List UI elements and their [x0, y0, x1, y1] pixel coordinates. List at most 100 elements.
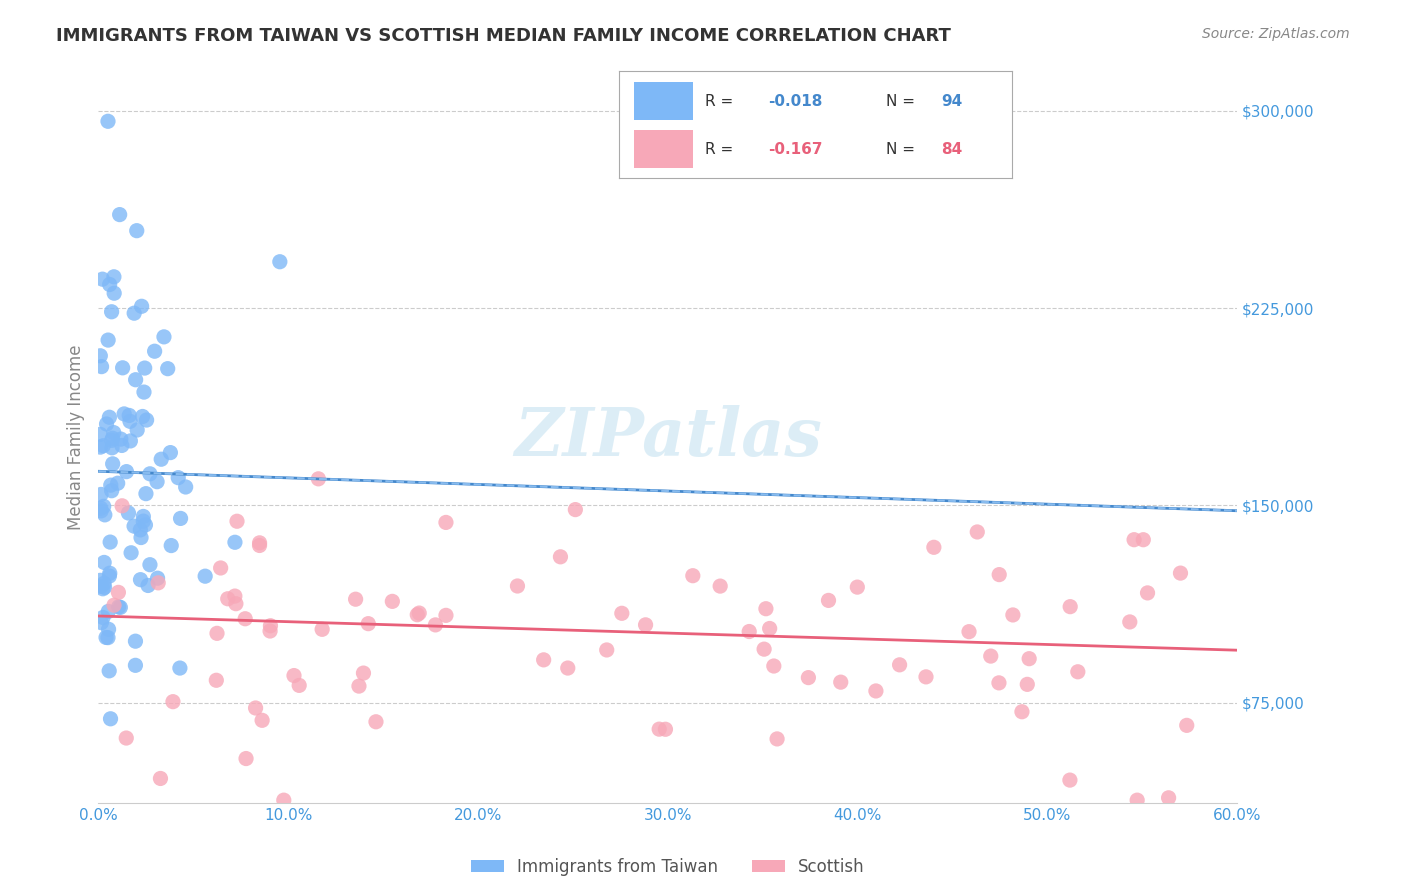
Point [101, 431, 124, 445]
Point [139, 467, 162, 481]
Y-axis label: Median Family Income: Median Family Income [66, 344, 84, 530]
Point [98, 410, 121, 425]
Point [1123, 533, 1146, 547]
Point [550, 549, 572, 564]
Point [90, 504, 112, 518]
Point [357, 616, 380, 631]
Text: Source: ZipAtlas.com: Source: ZipAtlas.com [1202, 27, 1350, 41]
Point [755, 601, 778, 615]
Point [122, 306, 145, 320]
Point [97, 114, 120, 128]
Point [408, 606, 430, 620]
Point [115, 465, 138, 479]
Point [90, 579, 112, 593]
Point [1126, 793, 1149, 807]
Point [224, 589, 246, 603]
Point [146, 475, 169, 489]
Bar [634, 130, 693, 168]
Point [111, 360, 134, 375]
Point [143, 344, 166, 359]
Point [347, 679, 370, 693]
Point [817, 593, 839, 607]
Point [194, 569, 217, 583]
Point [1011, 705, 1033, 719]
Text: -0.018: -0.018 [768, 94, 823, 109]
Point [97, 604, 120, 618]
Point [1001, 607, 1024, 622]
Point [103, 286, 125, 301]
Point [846, 580, 869, 594]
Point [118, 414, 141, 428]
Point [167, 471, 190, 485]
Point [111, 438, 134, 452]
Point [250, 714, 273, 728]
Point [91, 439, 114, 453]
Point [311, 623, 333, 637]
Point [93, 556, 115, 570]
Point [159, 445, 181, 459]
Point [124, 634, 146, 648]
Point [132, 509, 155, 524]
Point [162, 695, 184, 709]
Point [610, 607, 633, 621]
Point [1170, 566, 1192, 580]
Point [269, 254, 291, 268]
Point [225, 597, 247, 611]
Point [922, 541, 945, 555]
Point [122, 519, 145, 533]
Point [94, 631, 117, 645]
Point [533, 653, 555, 667]
Point [90, 487, 112, 501]
Point [134, 361, 156, 376]
Point [283, 668, 305, 682]
Point [93, 580, 115, 594]
Point [139, 558, 162, 572]
Point [98, 277, 121, 292]
Point [235, 751, 257, 765]
Point [100, 478, 122, 492]
Point [107, 476, 129, 491]
Point [91, 610, 114, 624]
Point [103, 269, 125, 284]
Point [709, 579, 731, 593]
Point [90, 359, 112, 374]
Point [344, 592, 367, 607]
Point [89, 574, 111, 588]
Point [738, 624, 761, 639]
Point [209, 561, 232, 575]
Point [118, 409, 141, 423]
Point [110, 432, 132, 446]
Point [124, 373, 146, 387]
Text: -0.167: -0.167 [768, 142, 823, 157]
Text: R =: R = [706, 94, 738, 109]
Point [1119, 615, 1142, 629]
Point [129, 573, 152, 587]
Point [364, 714, 387, 729]
Point [169, 661, 191, 675]
Point [100, 305, 122, 319]
Point [233, 612, 256, 626]
Point [98, 569, 121, 583]
Point [988, 567, 1011, 582]
Point [1018, 651, 1040, 665]
Point [112, 407, 135, 421]
Point [797, 671, 820, 685]
Point [654, 723, 676, 737]
Point [353, 666, 375, 681]
Point [150, 452, 173, 467]
Point [135, 486, 157, 500]
Point [980, 649, 1002, 664]
Point [89, 427, 111, 442]
Point [830, 675, 852, 690]
Point [103, 425, 125, 440]
Point [125, 224, 148, 238]
Point [91, 582, 114, 596]
Point [135, 413, 157, 427]
Legend: Immigrants from Taiwan, Scottish: Immigrants from Taiwan, Scottish [464, 851, 872, 882]
Point [131, 299, 153, 313]
Point [987, 676, 1010, 690]
Point [97, 333, 120, 347]
Point [108, 208, 131, 222]
Point [146, 571, 169, 585]
Point [1175, 718, 1198, 732]
